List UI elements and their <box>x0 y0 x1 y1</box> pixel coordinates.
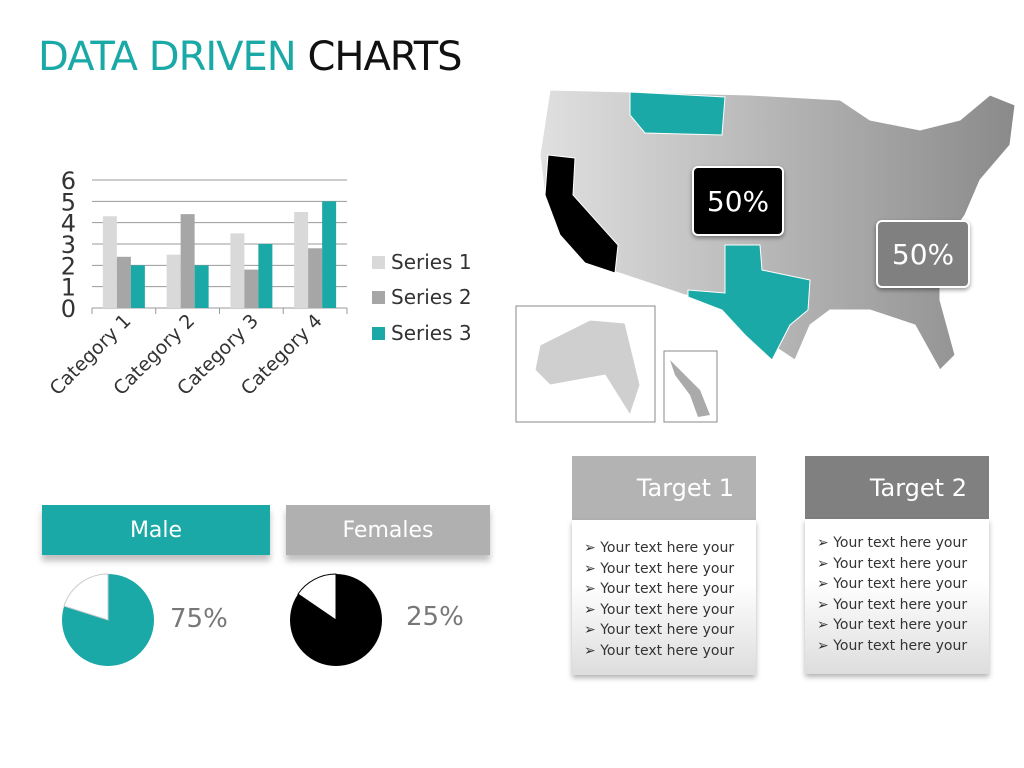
bar-1-4 <box>294 212 309 308</box>
legend-swatch <box>372 290 385 304</box>
legend-series-3: Series 3 <box>372 321 472 345</box>
target-1-list: ➢ Your text here your ➢ Your text here yo… <box>572 520 756 675</box>
title-part-2: CHARTS <box>307 34 462 80</box>
y-tick-label: 3 <box>61 231 76 259</box>
list-item-text: Your text here your <box>600 540 735 556</box>
list-item: ➢ Your text here your <box>584 600 756 621</box>
y-tick-label: 4 <box>61 210 76 238</box>
legend-series-2: Series 2 <box>372 285 472 309</box>
female-pie-slice-rest <box>297 573 337 621</box>
state-montana <box>629 91 726 136</box>
legend-swatch <box>372 326 385 340</box>
target-2-list: ➢ Your text here your ➢ Your text here yo… <box>805 519 989 674</box>
list-item: ➢ Your text here your <box>817 636 989 657</box>
legend-label: Series 1 <box>391 250 472 274</box>
list-item: ➢ Your text here your <box>817 615 989 636</box>
y-tick-label: 1 <box>61 274 76 302</box>
list-item-text: Your text here your <box>600 560 735 577</box>
legend-swatch <box>372 255 385 269</box>
y-tick-label: 0 <box>61 295 76 323</box>
arrow-bullet-icon: ➢ <box>817 535 834 551</box>
bar-3-2 <box>194 265 209 308</box>
bar-2-1 <box>116 256 131 308</box>
list-item-text: Your text here your <box>833 535 968 551</box>
male-pie <box>62 573 154 666</box>
bar-1-3 <box>230 233 245 308</box>
list-item-text: Your text here your <box>833 555 968 572</box>
arrow-bullet-icon: ➢ <box>584 581 601 597</box>
list-item-text: Your text here your <box>600 642 735 659</box>
legend-series-1: Series 1 <box>372 250 472 274</box>
bar-3-3 <box>258 244 273 308</box>
y-tick-label: 2 <box>61 252 76 280</box>
title-part-1: DATA DRIVEN <box>38 34 297 80</box>
female-percent: 25% <box>406 602 464 632</box>
male-percent: 75% <box>170 604 228 634</box>
arrow-bullet-icon: ➢ <box>584 622 601 638</box>
arrow-bullet-icon: ➢ <box>817 596 834 613</box>
bar-1-1 <box>102 216 117 308</box>
list-item-text: Your text here your <box>600 622 735 638</box>
state-texas <box>687 244 811 361</box>
legend-label: Series 3 <box>391 321 472 345</box>
page-title: DATA DRIVEN CHARTS <box>38 34 463 80</box>
list-item-text: Your text here your <box>833 596 968 613</box>
hawaii <box>670 360 710 417</box>
target-2-card: Target 2 ➢ Your text here your ➢ Your tex… <box>805 456 989 674</box>
list-item: ➢ Your text here your <box>817 554 989 575</box>
map-callout-1: 50% <box>692 166 784 236</box>
list-item: ➢ Your text here your <box>584 559 756 580</box>
state-california <box>544 154 619 274</box>
list-item-text: Your text here your <box>833 617 968 633</box>
target-1-card: Target 1 ➢ Your text here your ➢ Your tex… <box>572 456 756 675</box>
map-callout-2: 50% <box>876 220 970 288</box>
bar-2-4 <box>308 248 323 308</box>
arrow-bullet-icon: ➢ <box>584 560 601 577</box>
bar-2-2 <box>180 214 195 308</box>
list-item-text: Your text here your <box>833 576 968 592</box>
bar-1-2 <box>166 254 181 308</box>
legend-label: Series 2 <box>391 285 472 309</box>
list-item: ➢ Your text here your <box>584 620 756 641</box>
us-map <box>515 89 1016 423</box>
list-item: ➢ Your text here your <box>817 595 989 616</box>
list-item: ➢ Your text here your <box>817 533 989 554</box>
list-item-text: Your text here your <box>600 581 735 597</box>
list-item-text: Your text here your <box>600 601 735 618</box>
females-button[interactable]: Females <box>286 505 490 555</box>
bar-2-3 <box>244 269 259 308</box>
target-2-title: Target 2 <box>805 456 989 519</box>
target-1-title: Target 1 <box>572 456 756 520</box>
bar-3-4 <box>322 201 337 308</box>
list-item-text: Your text here your <box>833 637 968 654</box>
female-pie <box>290 573 382 666</box>
bar-3-1 <box>130 265 145 308</box>
list-item: ➢ Your text here your <box>584 641 756 662</box>
arrow-bullet-icon: ➢ <box>817 637 834 654</box>
y-tick-label: 6 <box>61 167 76 195</box>
alaska <box>534 319 641 417</box>
list-item: ➢ Your text here your <box>817 574 989 595</box>
arrow-bullet-icon: ➢ <box>584 642 601 659</box>
list-item: ➢ Your text here your <box>584 579 756 600</box>
male-button[interactable]: Male <box>42 505 270 555</box>
y-tick-label: 5 <box>61 188 76 216</box>
male-pie-slice-rest <box>63 573 109 621</box>
arrow-bullet-icon: ➢ <box>817 555 834 572</box>
arrow-bullet-icon: ➢ <box>584 540 601 556</box>
arrow-bullet-icon: ➢ <box>817 576 834 592</box>
arrow-bullet-icon: ➢ <box>584 601 601 618</box>
arrow-bullet-icon: ➢ <box>817 617 834 633</box>
list-item: ➢ Your text here your <box>584 538 756 559</box>
